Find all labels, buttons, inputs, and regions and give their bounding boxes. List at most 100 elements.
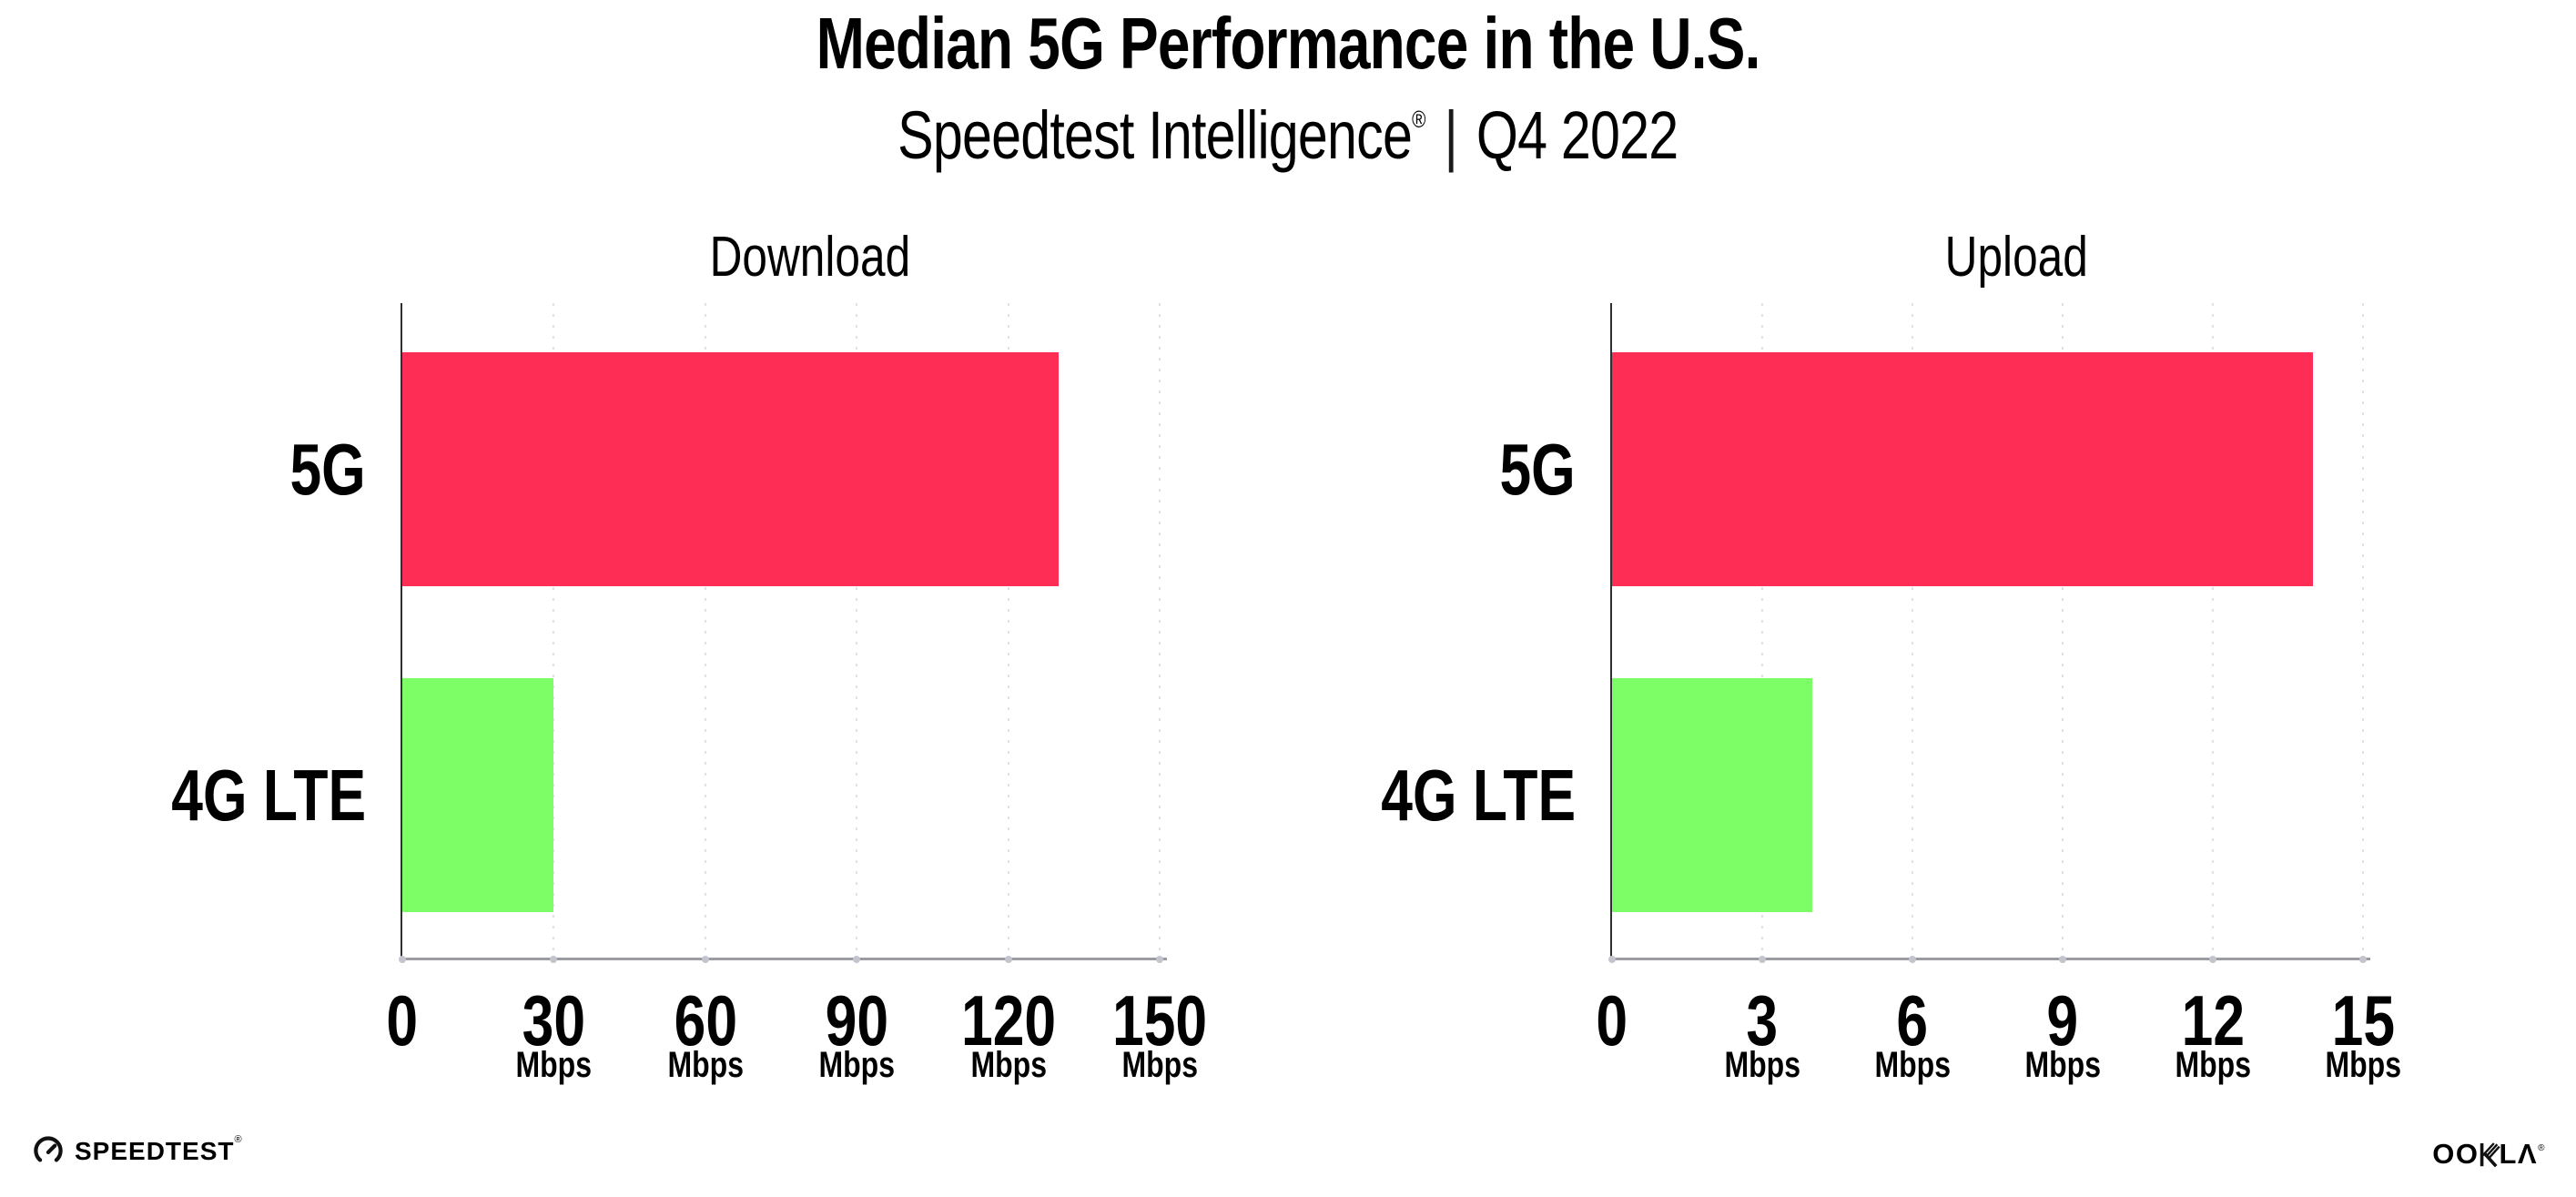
axis-tick-dot bbox=[2209, 956, 2216, 963]
tick-unit-label: Mbps bbox=[453, 1047, 654, 1083]
speedtest-logo: SPEEDTEST® bbox=[33, 1134, 243, 1167]
gridline-12-mbps bbox=[2212, 303, 2214, 959]
subtitle-period: Q4 2022 bbox=[1476, 97, 1678, 173]
axis-tick-dot bbox=[1759, 956, 1766, 963]
tick-label-text: 3 bbox=[1746, 980, 1779, 1060]
category-label-4g-lte: 4G LTE bbox=[1212, 678, 1576, 912]
axis-tick-dot bbox=[1156, 956, 1163, 963]
tick-unit-text: Mbps bbox=[970, 1045, 1047, 1085]
tick-unit-text: Mbps bbox=[818, 1045, 895, 1085]
category-label-text: 4G LTE bbox=[171, 754, 366, 836]
bar-5g bbox=[1612, 352, 2313, 586]
tick-unit-text: Mbps bbox=[2024, 1045, 2101, 1085]
tick-label-6: 6 bbox=[1812, 985, 2013, 1056]
gridline-90-mbps bbox=[856, 303, 857, 959]
y-axis-line bbox=[401, 303, 402, 959]
tick-label-text: 150 bbox=[1111, 980, 1208, 1060]
tick-label-9: 9 bbox=[1962, 985, 2163, 1056]
subtitle-product: Speedtest Intelligence bbox=[898, 97, 1413, 173]
category-label-5g: 5G bbox=[1212, 352, 1576, 586]
axis-tick-dot bbox=[1005, 956, 1012, 963]
tick-unit-label: Mbps bbox=[2113, 1047, 2313, 1083]
tick-label-text: 0 bbox=[1596, 980, 1628, 1060]
axis-tick-dot bbox=[1909, 956, 1916, 963]
x-axis-line bbox=[1610, 958, 2370, 960]
tick-label-0: 0 bbox=[1512, 985, 1712, 1056]
chart-title: Upload bbox=[1744, 229, 2290, 286]
category-label-4g-lte: 4G LTE bbox=[2, 678, 366, 912]
gridline-30-mbps bbox=[553, 303, 554, 959]
tick-label-15: 15 bbox=[2263, 985, 2463, 1056]
gridline-60-mbps bbox=[705, 303, 706, 959]
bar-4g-lte bbox=[402, 678, 553, 912]
tick-label-text: 60 bbox=[674, 980, 737, 1060]
gridline-150-mbps bbox=[1159, 303, 1161, 959]
tick-unit-text: Mbps bbox=[2325, 1045, 2401, 1085]
tick-unit-text: Mbps bbox=[1874, 1045, 1951, 1085]
tick-label-text: 120 bbox=[960, 980, 1057, 1060]
tick-label-12: 12 bbox=[2113, 985, 2313, 1056]
tick-label-3: 3 bbox=[1662, 985, 1862, 1056]
tick-label-text: 30 bbox=[522, 980, 585, 1060]
speedtest-gauge-icon bbox=[34, 1136, 63, 1162]
gridline-3-mbps bbox=[1761, 303, 1763, 959]
tick-unit-text: Mbps bbox=[1724, 1045, 1800, 1085]
tick-unit-label: Mbps bbox=[2263, 1047, 2463, 1083]
page-subtitle-text: Speedtest Intelligence® | Q4 2022 bbox=[898, 102, 1678, 169]
ookla-wordmark-left: OO bbox=[2432, 1138, 2480, 1170]
speedtest-label: SPEEDTEST bbox=[75, 1137, 235, 1165]
page-title: Median 5G Performance in the U.S. bbox=[0, 7, 2576, 80]
tick-label-0: 0 bbox=[302, 985, 502, 1056]
category-label-text: 5G bbox=[289, 428, 366, 510]
gridline-9-mbps bbox=[2062, 303, 2064, 959]
tick-label-text: 6 bbox=[1896, 980, 1929, 1060]
ookla-trademark-icon: ® bbox=[2538, 1143, 2546, 1153]
ookla-stylized-k-icon bbox=[2480, 1142, 2500, 1168]
axis-tick-dot bbox=[2359, 956, 2367, 963]
gridline-120-mbps bbox=[1008, 303, 1009, 959]
registered-trademark-icon: ® bbox=[1412, 106, 1425, 134]
axis-tick-dot bbox=[1608, 956, 1616, 963]
subtitle-separator: | bbox=[1444, 97, 1458, 173]
tick-label-120: 120 bbox=[908, 985, 1109, 1056]
speedtest-wordmark: SPEEDTEST® bbox=[75, 1134, 243, 1165]
axis-tick-dot bbox=[2059, 956, 2066, 963]
category-label-5g: 5G bbox=[2, 352, 366, 586]
tick-unit-label: Mbps bbox=[756, 1047, 957, 1083]
tick-unit-text: Mbps bbox=[2175, 1045, 2251, 1085]
tick-label-90: 90 bbox=[756, 985, 957, 1056]
speedtest-trademark-icon: ® bbox=[234, 1133, 243, 1145]
page-subtitle: Speedtest Intelligence® | Q4 2022 bbox=[0, 102, 2576, 169]
tick-label-text: 9 bbox=[2046, 980, 2079, 1060]
tick-unit-text: Mbps bbox=[667, 1045, 744, 1085]
page-title-text: Median 5G Performance in the U.S. bbox=[816, 3, 1761, 84]
axis-tick-dot bbox=[550, 956, 557, 963]
chart-title-text: Download bbox=[709, 226, 911, 289]
tick-unit-text: Mbps bbox=[515, 1045, 592, 1085]
tick-label-150: 150 bbox=[1060, 985, 1260, 1056]
tick-label-60: 60 bbox=[605, 985, 806, 1056]
gridline-15-mbps bbox=[2362, 303, 2364, 959]
axis-tick-dot bbox=[399, 956, 406, 963]
tick-label-text: 12 bbox=[2181, 980, 2245, 1060]
tick-unit-label: Mbps bbox=[1662, 1047, 1862, 1083]
bar-4g-lte bbox=[1612, 678, 1812, 912]
chart-title: Download bbox=[537, 229, 1083, 286]
tick-unit-label: Mbps bbox=[1962, 1047, 2163, 1083]
tick-unit-label: Mbps bbox=[1812, 1047, 2013, 1083]
chart-title-text: Upload bbox=[1944, 226, 2089, 289]
ookla-wordmark-right: LΛ bbox=[2499, 1138, 2539, 1170]
tick-unit-label: Mbps bbox=[1060, 1047, 1260, 1083]
tick-label-text: 0 bbox=[386, 980, 419, 1060]
ookla-logo: OO LΛ ® bbox=[2432, 1140, 2546, 1168]
x-axis-line bbox=[401, 958, 1167, 960]
tick-label-30: 30 bbox=[453, 985, 654, 1056]
axis-tick-dot bbox=[853, 956, 860, 963]
tick-unit-label: Mbps bbox=[605, 1047, 806, 1083]
axis-tick-dot bbox=[702, 956, 709, 963]
tick-unit-text: Mbps bbox=[1121, 1045, 1198, 1085]
y-axis-line bbox=[1610, 303, 1612, 959]
category-label-text: 5G bbox=[1499, 428, 1576, 510]
bar-5g bbox=[402, 352, 1059, 586]
